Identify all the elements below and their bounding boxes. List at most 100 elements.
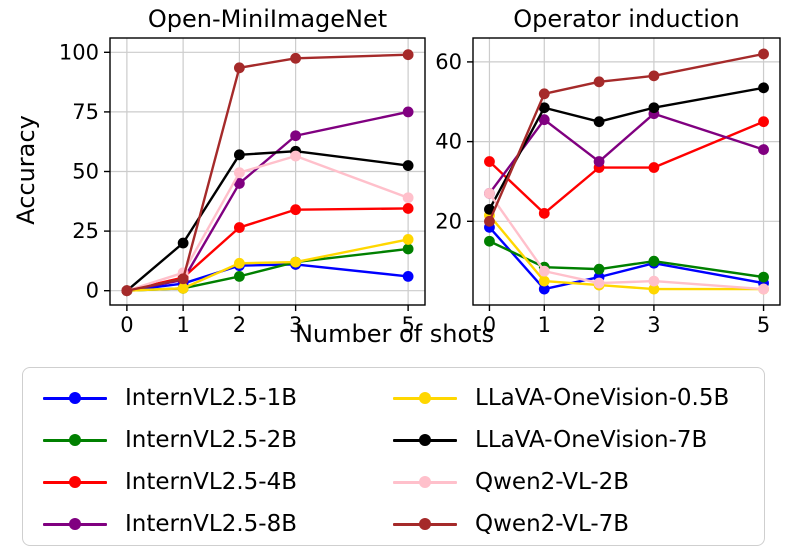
- x-tick-label: 3: [647, 313, 660, 337]
- legend-marker-icon: [393, 392, 457, 404]
- data-point: [177, 237, 189, 249]
- legend-item-InternVL2.5-1B: InternVL2.5-1B: [39, 377, 389, 419]
- data-point: [758, 271, 769, 283]
- data-point: [593, 156, 605, 167]
- left-chart-title: Open-MiniImageNet: [147, 5, 388, 33]
- data-point: [402, 203, 414, 214]
- legend-marker-icon: [43, 518, 107, 530]
- data-point: [290, 256, 302, 268]
- series-line: [488, 86, 764, 210]
- legend: InternVL2.5-1B InternVL2.5-2B InternVL2.5-…: [22, 367, 765, 546]
- data-point: [484, 215, 495, 227]
- series-LLaVA-OneVision-7B: [484, 82, 769, 215]
- legend-label: InternVL2.5-1B: [125, 385, 297, 411]
- data-point: [290, 150, 302, 162]
- data-point: [402, 270, 414, 282]
- data-point: [290, 204, 302, 216]
- data-point: [484, 235, 495, 247]
- series-LLaVA-OneVision-7B: [121, 145, 414, 297]
- legend-column-1: InternVL2.5-1B InternVL2.5-2B InternVL2.5-…: [39, 377, 389, 545]
- legend-marker-icon: [393, 518, 457, 530]
- data-point: [648, 275, 660, 287]
- data-point: [758, 116, 769, 128]
- legend-label: InternVL2.5-2B: [125, 427, 297, 453]
- data-point: [538, 102, 550, 114]
- data-point: [593, 116, 605, 128]
- data-point: [538, 265, 550, 277]
- data-point: [758, 283, 769, 295]
- data-point: [177, 282, 189, 294]
- y-tick-label: 50: [72, 160, 99, 184]
- legend-marker-icon: [393, 476, 457, 488]
- series-InternVL2.5-8B: [121, 106, 414, 297]
- data-point: [233, 62, 245, 74]
- data-point: [538, 207, 550, 219]
- series-Qwen2-VL-7B: [484, 48, 769, 227]
- data-point: [538, 88, 550, 100]
- legend-item-LLaVA-OneVision-7B: LLaVA-OneVision-7B: [389, 419, 764, 461]
- axes-spines: [472, 37, 781, 306]
- y-tick-label: 25: [72, 219, 99, 243]
- right-axes: 0 1 2 3 5 20 40 60: [435, 37, 781, 337]
- x-tick-label: 0: [120, 313, 133, 337]
- series-InternVL2.5-8B: [484, 108, 769, 199]
- legend-label: InternVL2.5-8B: [125, 511, 297, 537]
- y-tick-label: 75: [72, 100, 99, 124]
- data-point: [648, 102, 660, 114]
- data-point: [121, 285, 133, 297]
- legend-item-Qwen2-VL-2B: Qwen2-VL-2B: [389, 461, 764, 503]
- data-point: [593, 263, 605, 275]
- legend-label: LLaVA-OneVision-0.5B: [475, 385, 730, 411]
- data-point: [233, 167, 245, 179]
- data-point: [402, 160, 414, 171]
- data-point: [538, 114, 550, 126]
- data-point: [593, 277, 605, 289]
- legend-marker-icon: [393, 434, 457, 446]
- data-point: [177, 273, 189, 285]
- y-tick-label: 100: [59, 40, 99, 64]
- series-InternVL2.5-4B: [484, 116, 769, 219]
- data-point: [290, 130, 302, 142]
- series-line: [126, 154, 409, 292]
- data-point: [758, 82, 769, 94]
- data-point: [538, 275, 550, 287]
- legend-item-InternVL2.5-2B: InternVL2.5-2B: [39, 419, 389, 461]
- data-point: [233, 149, 245, 161]
- data-point: [648, 162, 660, 173]
- x-tick-label: 2: [233, 313, 246, 337]
- data-point: [233, 270, 245, 282]
- legend-marker-icon: [43, 392, 107, 404]
- legend-item-Qwen2-VL-7B: Qwen2-VL-7B: [389, 503, 764, 545]
- legend-item-InternVL2.5-4B: InternVL2.5-4B: [39, 461, 389, 503]
- x-tick-label: 2: [592, 313, 605, 337]
- data-point: [402, 49, 414, 61]
- y-tick-label: 20: [435, 209, 462, 233]
- data-point: [648, 70, 660, 82]
- right-chart-title: Operator induction: [513, 5, 740, 33]
- legend-item-InternVL2.5-8B: InternVL2.5-8B: [39, 503, 389, 545]
- data-point: [648, 255, 660, 267]
- x-tick-label: 3: [289, 313, 302, 337]
- x-axis-label: Number of shots: [294, 320, 495, 348]
- legend-marker-icon: [43, 434, 107, 446]
- series-Qwen2-VL-2B: [121, 150, 414, 297]
- data-point: [484, 156, 495, 167]
- legend-label: InternVL2.5-4B: [125, 469, 297, 495]
- y-tick-label: 0: [86, 279, 99, 303]
- series-line: [488, 240, 764, 279]
- x-tick-label: 0: [483, 313, 496, 337]
- legend-label: Qwen2-VL-7B: [475, 511, 630, 537]
- x-tick-label: 1: [538, 313, 551, 337]
- data-point: [402, 234, 414, 245]
- x-tick-label: 5: [401, 313, 414, 337]
- data-point: [593, 76, 605, 88]
- legend-column-2: LLaVA-OneVision-0.5B LLaVA-OneVision-7B Qw…: [389, 377, 764, 545]
- data-point: [233, 222, 245, 233]
- data-point: [538, 283, 550, 295]
- data-point: [233, 178, 245, 189]
- legend-item-LLaVA-OneVision-0.5B: LLaVA-OneVision-0.5B: [389, 377, 764, 419]
- data-point: [648, 283, 660, 295]
